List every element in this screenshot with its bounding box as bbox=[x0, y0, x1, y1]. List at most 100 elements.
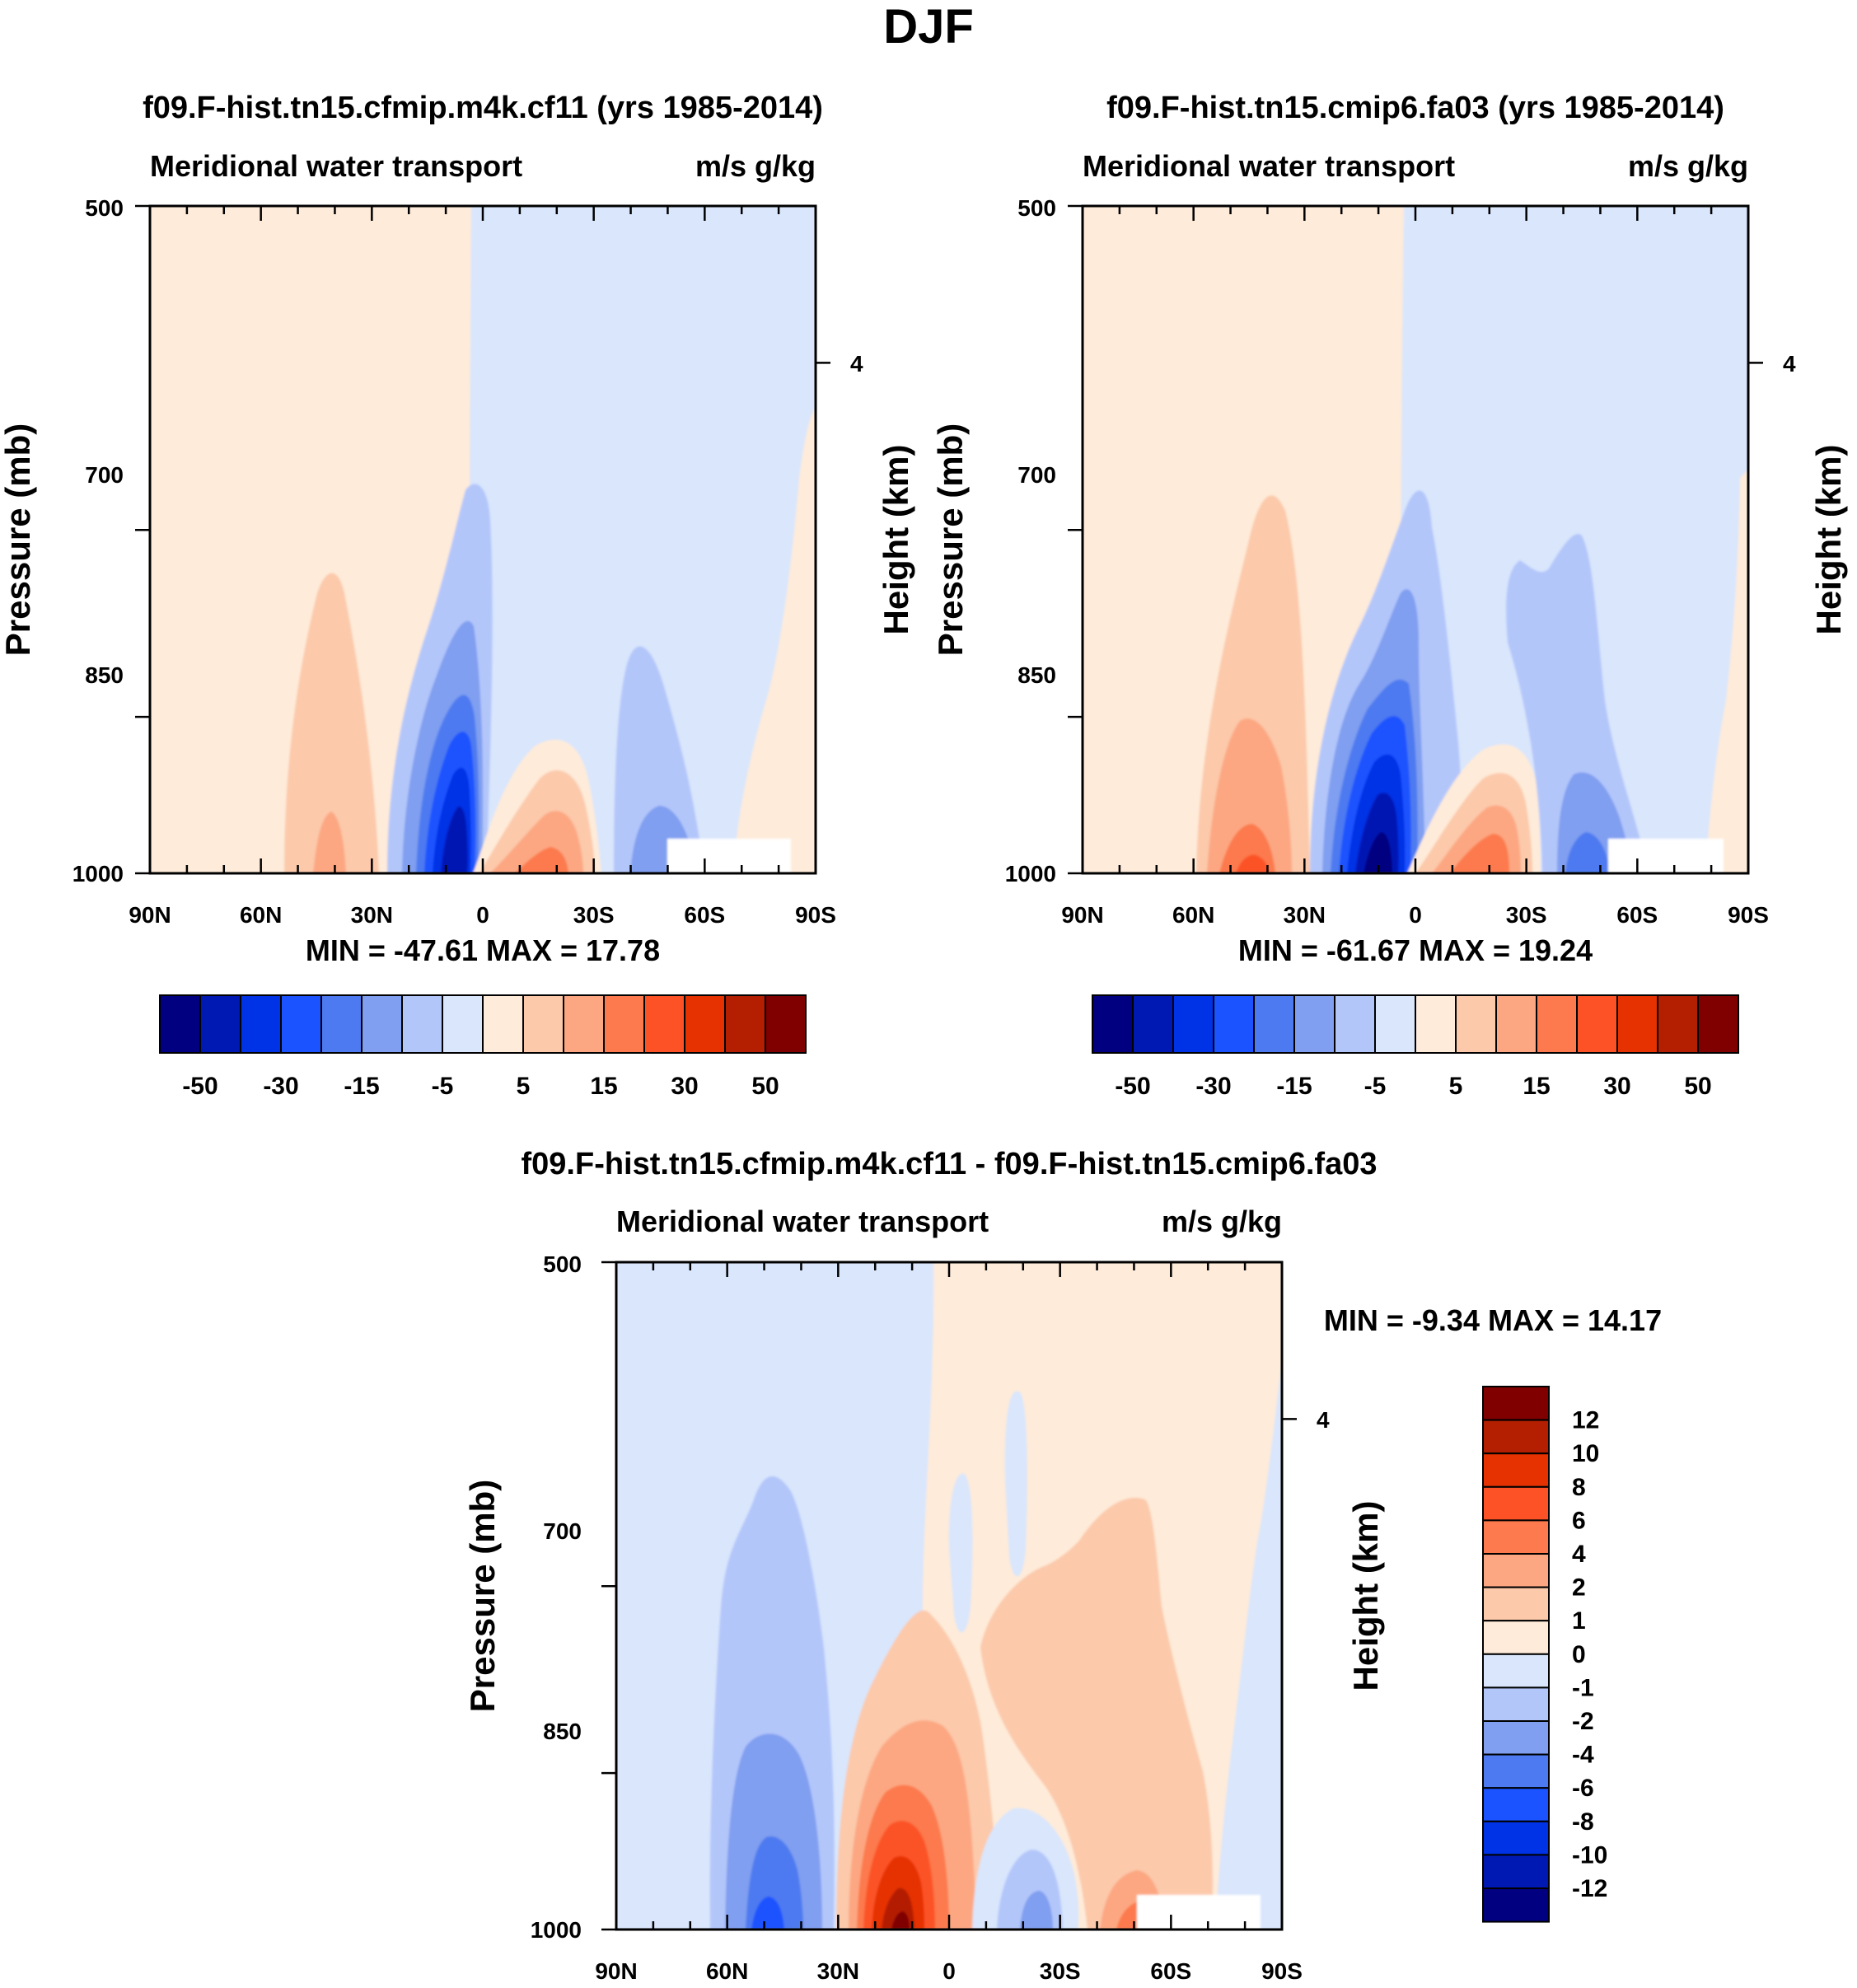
colorbar-box bbox=[1334, 994, 1376, 1054]
colorbar-box bbox=[1482, 1653, 1550, 1689]
colorbar-box bbox=[1482, 1820, 1550, 1856]
units-label: m/s g/kg bbox=[1628, 149, 1748, 183]
colorbar-label: 50 bbox=[751, 1073, 779, 1100]
contour-field bbox=[616, 1262, 1282, 1930]
contour-level-neg-0b bbox=[1004, 1391, 1027, 1577]
colorbar-box bbox=[1482, 1386, 1550, 1421]
contour-level-neg-3b bbox=[1565, 832, 1611, 873]
colorbar-label: 1 bbox=[1572, 1607, 1586, 1635]
y-tick-label-500: 500 bbox=[1017, 195, 1056, 221]
contour-level-neg-0a bbox=[948, 1473, 973, 1633]
colorbar-label: 30 bbox=[671, 1073, 698, 1100]
colorbar-box bbox=[1482, 1787, 1550, 1822]
x-tick-label: 0 bbox=[943, 1958, 956, 1984]
panel-title: f09.F-hist.tn15.cmip6.fa03 (yrs 1985-201… bbox=[1106, 91, 1724, 125]
colorbar-box bbox=[1482, 1452, 1550, 1488]
panel-top-left: f09.F-hist.tn15.cfmip.m4k.cf11 (yrs 1985… bbox=[0, 91, 915, 1100]
contour-level-neg-4 bbox=[751, 1897, 784, 1930]
colorbar-box bbox=[199, 994, 241, 1054]
colorbar-box bbox=[765, 994, 807, 1054]
y-tick-label-1000: 1000 bbox=[531, 1917, 582, 1943]
y-axis-label: Pressure (mb) bbox=[463, 1480, 502, 1712]
contour-level-pos-4 bbox=[1236, 854, 1269, 873]
y-axis-label: Pressure (mb) bbox=[0, 423, 37, 656]
colorbar-box bbox=[1536, 994, 1578, 1054]
x-tick-label: 90N bbox=[1061, 902, 1103, 928]
y-tick-label-700: 700 bbox=[85, 462, 124, 488]
min-max-stats: MIN = -61.67 MAX = 19.24 bbox=[1238, 933, 1593, 967]
axis-ticks bbox=[135, 204, 830, 875]
contour-level-pos-3b bbox=[1450, 834, 1509, 873]
y2-axis-label: Height (km) bbox=[877, 445, 915, 635]
colorbar-label: 12 bbox=[1572, 1407, 1599, 1434]
colorbar-box bbox=[1482, 1854, 1550, 1889]
colorbar-label: 6 bbox=[1572, 1507, 1586, 1534]
contour-level-neg-1b bbox=[1506, 534, 1648, 873]
contour-level-pos-0c bbox=[733, 408, 816, 873]
y2-tick-label-4: 4 bbox=[850, 351, 863, 377]
x-tick-label: 90S bbox=[1261, 1958, 1303, 1984]
x-tick-labels: 90N 60N 30N 0 30S 60S 90S bbox=[1061, 902, 1769, 928]
colorbar-box bbox=[522, 994, 564, 1054]
x-tick-label: 60N bbox=[240, 902, 282, 928]
y2-axis-label: Height (km) bbox=[1346, 1501, 1385, 1691]
contour-level-pos-1 bbox=[284, 573, 379, 873]
colorbar-label: 15 bbox=[590, 1073, 617, 1100]
x-tick-label: 60S bbox=[684, 902, 725, 928]
x-tick-label: 0 bbox=[1409, 902, 1422, 928]
x-tick-label: 60S bbox=[1150, 1958, 1191, 1984]
colorbar-box bbox=[1482, 1753, 1550, 1789]
contour-level-pos-0c bbox=[1705, 470, 1748, 873]
contour-level-neg-7 bbox=[1364, 832, 1392, 873]
missing-data-box bbox=[1608, 839, 1724, 873]
colorbar-box bbox=[1616, 994, 1658, 1054]
contour-field bbox=[150, 206, 816, 873]
colorbar-label: -50 bbox=[182, 1073, 218, 1100]
units-label: m/s g/kg bbox=[695, 149, 816, 183]
colorbar-box bbox=[563, 994, 605, 1054]
colorbar-label: -1 bbox=[1572, 1674, 1594, 1701]
colorbar-label: 30 bbox=[1603, 1073, 1630, 1100]
colorbar-box bbox=[1657, 994, 1699, 1054]
colorbar-label: -2 bbox=[1572, 1708, 1594, 1735]
panel-title: f09.F-hist.tn15.cfmip.m4k.cf11 (yrs 1985… bbox=[143, 91, 823, 125]
colorbar-box bbox=[724, 994, 766, 1054]
left-string: Meridional water transport bbox=[150, 149, 522, 183]
colorbar-label: 50 bbox=[1684, 1073, 1711, 1100]
contour-level-neg-1c bbox=[1215, 1359, 1282, 1930]
y-tick-label-700: 700 bbox=[1017, 462, 1056, 488]
colorbar-label: -30 bbox=[1195, 1073, 1231, 1100]
colorbar-box bbox=[1455, 994, 1497, 1054]
left-string: Meridional water transport bbox=[1083, 149, 1455, 183]
panel-bottom-diff: f09.F-hist.tn15.cfmip.m4k.cf11 - f09.F-h… bbox=[463, 1147, 1662, 1984]
contour-level-pos-7 bbox=[891, 1911, 910, 1930]
colorbar-box bbox=[1576, 994, 1618, 1054]
colorbar-box bbox=[1482, 1887, 1550, 1923]
colorbar-box bbox=[1482, 1485, 1550, 1522]
colorbar-label: 5 bbox=[517, 1073, 531, 1100]
colorbar-box bbox=[1482, 1553, 1550, 1588]
colorbar-box bbox=[1482, 1586, 1550, 1622]
colorbar-box bbox=[1172, 994, 1214, 1054]
colorbar-label: -6 bbox=[1572, 1775, 1594, 1802]
colorbar-box bbox=[361, 994, 403, 1054]
y2-tick-label-4: 4 bbox=[1317, 1407, 1330, 1433]
left-string: Meridional water transport bbox=[616, 1204, 989, 1238]
colorbar-label: -15 bbox=[344, 1073, 379, 1100]
min-max-stats: MIN = -47.61 MAX = 17.78 bbox=[306, 933, 660, 967]
colorbar-box bbox=[1482, 1720, 1550, 1756]
colorbar-box bbox=[401, 994, 443, 1054]
colorbar-box bbox=[1374, 994, 1416, 1054]
units-label: m/s g/kg bbox=[1162, 1204, 1282, 1238]
y-tick-label-500: 500 bbox=[543, 1251, 582, 1277]
contour-level-pos-1c bbox=[980, 1498, 1213, 1930]
y-tick-label-700: 700 bbox=[543, 1518, 582, 1544]
x-tick-label: 90N bbox=[595, 1958, 637, 1984]
panel-top-right: f09.F-hist.tn15.cmip6.fa03 (yrs 1985-201… bbox=[931, 91, 1848, 1100]
x-tick-label: 90S bbox=[1728, 902, 1769, 928]
colorbar-box bbox=[1213, 994, 1255, 1054]
contour-level-neg-1b bbox=[614, 646, 704, 873]
colorbar-label: -8 bbox=[1572, 1808, 1594, 1836]
